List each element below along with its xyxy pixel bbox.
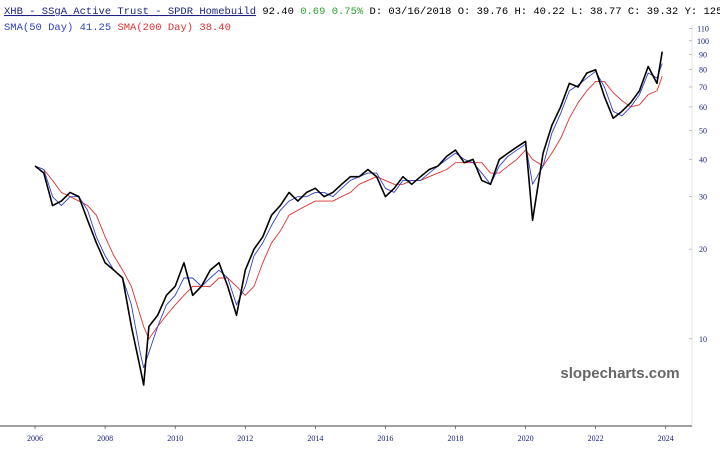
x-tick-label: 2018 [447, 434, 463, 443]
x-tick-label: 2024 [658, 434, 674, 443]
quote: 92.40 [262, 6, 294, 18]
x-tick-label: 2022 [588, 434, 604, 443]
y-tick-label: 90 [699, 50, 707, 59]
series-line [34, 51, 664, 386]
legend-label: SMA(50 Day) [4, 22, 73, 34]
watermark: slopecharts.com [560, 365, 679, 382]
change: 0.69 0.75% [300, 6, 364, 18]
x-tick-label: 2010 [167, 434, 183, 443]
y-tick-label: 110 [697, 24, 709, 33]
legend: SMA(50 Day) 41.25 SMA(200 Day) 38.40 [4, 22, 231, 34]
y-tick-label: 30 [699, 193, 707, 202]
series-line [34, 76, 663, 340]
y-tick-label: 70 [699, 83, 707, 92]
x-tick-label: 2012 [237, 434, 253, 443]
quote-info: D: 03/16/2018 O: 39.76 H: 40.22 L: 38.77… [370, 6, 720, 18]
y-tick-label: 80 [699, 66, 707, 75]
header-line: XHB - SSgA Active Trust - SPDR Homebuild… [4, 6, 720, 18]
y-tick-label: 60 [699, 103, 707, 112]
y-tick-label: 100 [697, 37, 709, 46]
series-line [34, 63, 663, 369]
x-tick-label: 2008 [97, 434, 113, 443]
y-tick-label: 10 [699, 335, 707, 344]
y-tick-label: 20 [699, 245, 707, 254]
x-tick-label: 2006 [27, 434, 43, 443]
y-tick-label: 50 [699, 127, 707, 136]
legend-value: 38.40 [199, 22, 231, 34]
x-tick-label: 2016 [377, 434, 393, 443]
legend-value: 41.25 [80, 22, 112, 34]
y-tick-label: 40 [699, 155, 707, 164]
x-tick-label: 2014 [307, 434, 323, 443]
chart-title[interactable]: XHB - SSgA Active Trust - SPDR Homebuild [4, 6, 256, 18]
x-tick-label: 2020 [518, 434, 534, 443]
legend-label: SMA(200 Day) [117, 22, 193, 34]
